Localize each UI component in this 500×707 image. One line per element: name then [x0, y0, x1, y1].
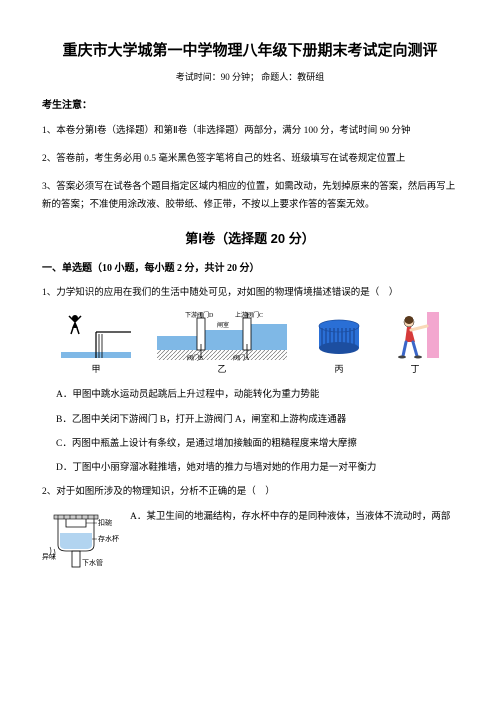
part-heading: 一、单选题（10 小题，每小题 2 分，共计 20 分） [42, 260, 458, 277]
q1-option-a: A．甲图中跳水运动员起跳后上升过程中，动能转化为重力势能 [56, 387, 458, 403]
svg-text:下水管: 下水管 [82, 558, 103, 567]
notice-item: 3、答案必须写在试卷各个题目指定区域内相应的位置，如需改动，先划掉原来的答案，然… [42, 178, 458, 214]
figure-bing: 丙 [313, 312, 365, 377]
exam-subtitle: 考试时间：90 分钟； 命题人：教研组 [42, 70, 458, 85]
svg-text:异味: 异味 [42, 552, 56, 561]
q2-option-a: A．某卫生间的地漏结构，存水杯中存的是同种液体，当液体不流动时，两部 [130, 509, 458, 526]
svg-text:阀门B: 阀门B [187, 354, 203, 362]
svg-text:存水杯: 存水杯 [98, 534, 119, 543]
q1-option-b: B．乙图中关闭下游阀门 B，打开上游阀门 A，闸室和上游构成连通器 [56, 412, 458, 428]
figure-ding: 丁 [391, 312, 439, 377]
q1-option-c: C．丙图中瓶盖上设计有条纹，是通过增加接触面的粗糙程度来增大摩擦 [56, 436, 458, 452]
option-text: 某卫生间的地漏结构，存水杯中存的是同种液体，当液体不流动时，两部 [146, 512, 450, 522]
q2-stem: 2、对于如图所涉及的物理知识，分析不正确的是（ ） [42, 484, 458, 501]
figure-label: 丙 [334, 362, 343, 377]
figure-label: 丁 [410, 362, 419, 377]
figure-label: 甲 [91, 362, 100, 377]
svg-text:上游阀门C: 上游阀门C [235, 311, 263, 319]
figure-label: 乙 [217, 362, 226, 377]
svg-text:闸室: 闸室 [217, 321, 229, 329]
svg-text:扣碗: 扣碗 [98, 518, 112, 527]
q1-figure-row: 甲 下游阀门D 上游阀门C 闸室 阀门B 阀门A 乙 [50, 310, 450, 377]
option-letter: A． [130, 512, 146, 522]
notice-item: 2、答卷前，考生务必用 0.5 毫米黑色签字笔将自己的姓名、班级填写在试卷规定位… [42, 150, 458, 168]
exam-title: 重庆市大学城第一中学物理八年级下册期末考试定向测评 [42, 38, 458, 64]
q1-stem: 1、力学知识的应用在我们的生活中随处可见，对如图的物理情境描述错误的是（ ） [42, 285, 458, 302]
svg-text:下游阀门D: 下游阀门D [185, 311, 214, 319]
notice-item: 1、本卷分第Ⅰ卷（选择题）和第Ⅱ卷（非选择题）两部分，满分 100 分，考试时间… [42, 122, 458, 140]
notice-heading: 考生注意： [42, 97, 458, 114]
svg-text:阀门A: 阀门A [233, 354, 250, 362]
figure-drain: 扣碗 存水杯 下水管 异味 [42, 509, 122, 569]
figure-jia: 甲 [61, 312, 131, 377]
q2-figure-row: 扣碗 存水杯 下水管 异味 A．某卫生间的地漏结构，存水杯中存的是同种液体，当液… [42, 509, 458, 569]
figure-yi: 下游阀门D 上游阀门C 闸室 阀门B 阀门A 乙 [157, 310, 287, 377]
section-1-title: 第Ⅰ卷（选择题 20 分） [42, 228, 458, 250]
q1-option-d: D．丁图中小丽穿溜冰鞋推墙，她对墙的推力与墙对她的作用力是一对平衡力 [56, 460, 458, 476]
